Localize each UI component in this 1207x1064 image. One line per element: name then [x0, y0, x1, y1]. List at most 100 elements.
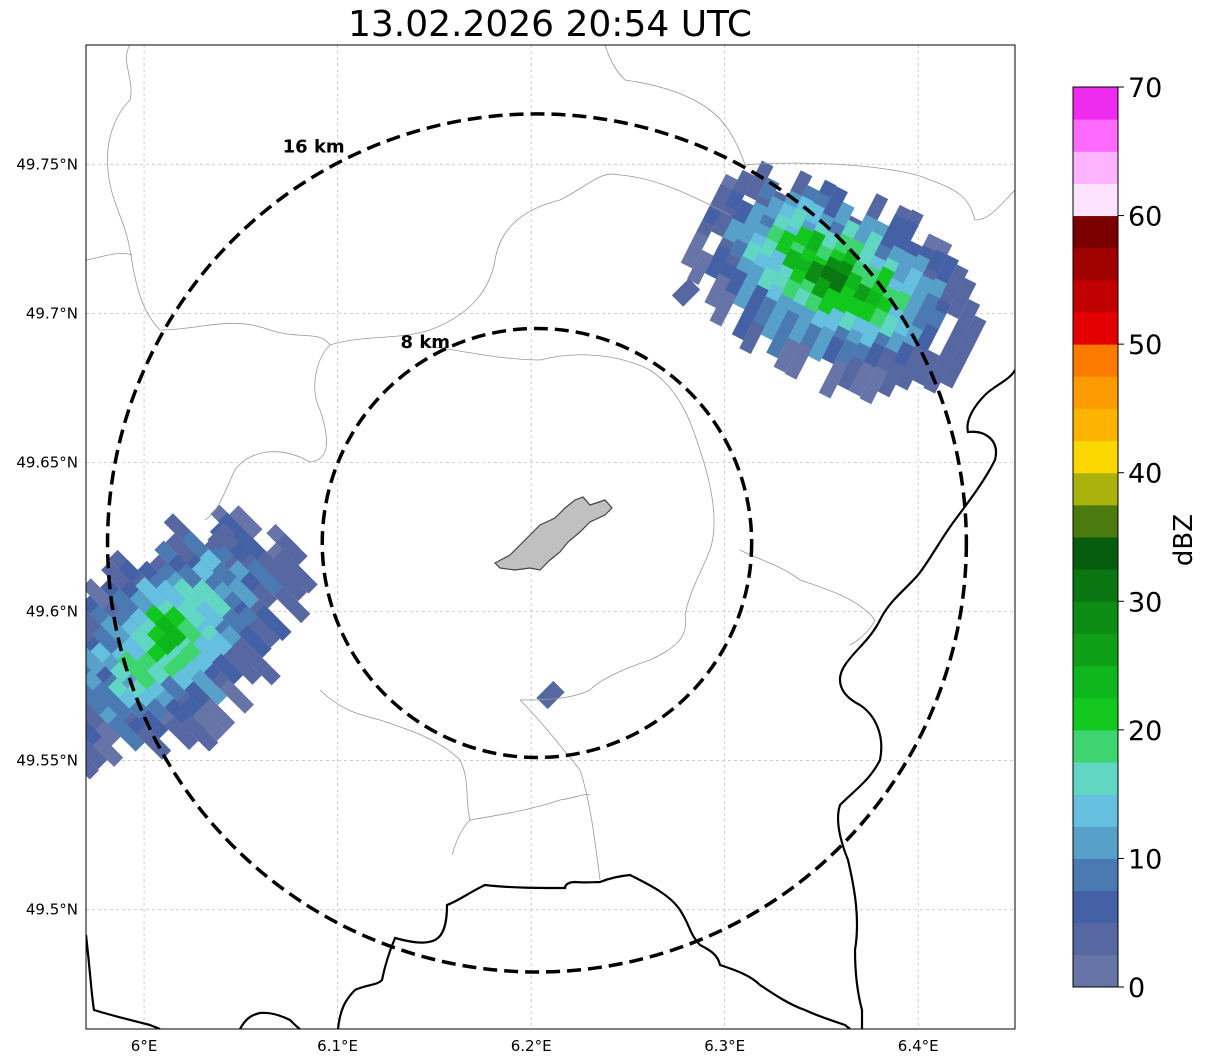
- lon-tick-label: 6°E: [131, 1037, 158, 1055]
- colorbar-tick-label: 30: [1128, 587, 1162, 618]
- echo-cell: [139, 709, 169, 739]
- echo-cell: [709, 289, 737, 327]
- colorbar-band: [1073, 215, 1118, 249]
- echo-cell: [760, 300, 790, 341]
- echo-cell: [207, 522, 236, 552]
- echo-cell: [848, 361, 876, 397]
- echo-cell: [877, 361, 905, 398]
- echo-cell: [191, 669, 228, 706]
- colorbar-band: [1073, 247, 1118, 281]
- map-title: 13.02.2026 20:54 UTC: [347, 4, 753, 45]
- echo-cell: [744, 160, 774, 201]
- admin-borders: [86, 45, 1015, 881]
- colorbar-band: [1073, 504, 1118, 538]
- echo-cell: [731, 299, 761, 341]
- colorbar-band: [1073, 440, 1118, 474]
- echo-cell: [86, 578, 116, 613]
- echo-cell: [671, 278, 701, 307]
- colorbar-band: [1073, 312, 1118, 345]
- echo-cell: [273, 586, 311, 624]
- echo-cell: [251, 582, 278, 609]
- lat-tick-label: 49.55°N: [16, 752, 78, 770]
- echo-cell: [248, 616, 280, 648]
- echo-cell: [247, 652, 281, 686]
- echo-cell: [704, 273, 731, 308]
- colorbar-label: dBZ: [1169, 514, 1199, 566]
- colorbar-band: [1073, 537, 1118, 570]
- echo-cell: [821, 335, 845, 365]
- echo-cell: [704, 244, 731, 279]
- range-ring-8km: [320, 326, 754, 760]
- echo-cell: [164, 716, 199, 751]
- echo-cell: [230, 653, 262, 685]
- echo-cell: [766, 317, 796, 359]
- echo-cell: [859, 365, 888, 405]
- echo-cell: [229, 505, 263, 539]
- colorbar-tick-label: 60: [1128, 202, 1162, 233]
- echo-cell: [895, 356, 922, 391]
- lon-tick-label: 6.3°E: [704, 1037, 745, 1055]
- colorbar-band: [1073, 890, 1118, 924]
- echo-cell: [192, 707, 227, 741]
- colorbar-tick-label: 40: [1128, 459, 1162, 490]
- colorbar-band: [1073, 922, 1118, 956]
- echo-cell: [136, 725, 172, 760]
- colorbar-tick-label: 20: [1128, 716, 1162, 747]
- echo-cell: [837, 355, 864, 391]
- colorbar-tick-label: 0: [1128, 973, 1145, 1004]
- map-frame: [85, 44, 1016, 1030]
- echo-cell: [211, 653, 244, 685]
- lat-tick-label: 49.65°N: [16, 453, 78, 471]
- colorbar-band: [1073, 954, 1118, 988]
- colorbar-band: [1073, 183, 1118, 217]
- echo-cell: [181, 714, 219, 752]
- lat-tick-label: 49.7°N: [26, 304, 78, 322]
- colorbar-band: [1073, 729, 1118, 763]
- echo-cell: [784, 342, 813, 380]
- echo-cell: [284, 560, 318, 594]
- lon-tick-label: 6.2°E: [511, 1037, 552, 1055]
- echo-cell: [276, 533, 308, 566]
- axis-ticks: 6°E 6.1°E 6.2°E 6.3°E 6.4°E 49.75°N 49.7°N 49.6…: [16, 155, 938, 1055]
- echo-cell: [818, 359, 848, 399]
- range-ring-label: 16 km: [283, 137, 345, 158]
- colorbar-band: [1073, 408, 1118, 442]
- colorbar-band: [1073, 87, 1118, 120]
- echo-cell: [238, 624, 272, 658]
- echo-cell: [245, 558, 283, 596]
- city-outline: [494, 496, 613, 571]
- colorbar-band: [1073, 794, 1118, 827]
- range-ring-16km: [105, 112, 969, 974]
- echo-cell: [276, 571, 308, 602]
- echo-cell: [686, 249, 714, 285]
- echo-cell: [86, 734, 108, 770]
- colorbar-band: [1073, 697, 1118, 731]
- colorbar-tick-label: 50: [1128, 330, 1162, 361]
- range-rings: 8 km 16 km: [105, 112, 969, 974]
- echo-cell: [255, 604, 292, 642]
- echo-cell: [912, 349, 940, 387]
- range-ring-label: 8 km: [401, 332, 451, 353]
- echo-cell: [101, 560, 134, 594]
- echo-cell: [940, 347, 970, 389]
- colorbar-band: [1073, 826, 1118, 859]
- colorbar-frame: [1072, 86, 1119, 988]
- echo-cell: [680, 231, 709, 269]
- lat-tick-label: 49.5°N: [26, 901, 78, 919]
- colorbar-band: [1073, 376, 1118, 409]
- echo-cell: [108, 714, 145, 752]
- lat-tick-label: 49.6°N: [26, 603, 78, 621]
- echo-region-southwest: [86, 504, 318, 780]
- colorbar-band: [1073, 569, 1118, 602]
- colorbar-tick-label: 70: [1128, 73, 1162, 104]
- radar-echoes: [86, 160, 987, 780]
- colorbar-band: [1073, 762, 1118, 795]
- colorbar-band: [1073, 601, 1118, 634]
- lat-tick-label: 49.75°N: [16, 155, 78, 173]
- echo-cell: [201, 698, 236, 732]
- echo-cell: [739, 320, 765, 355]
- echo-cell: [95, 720, 121, 746]
- echo-cell: [773, 337, 800, 373]
- colorbar-band: [1073, 665, 1118, 699]
